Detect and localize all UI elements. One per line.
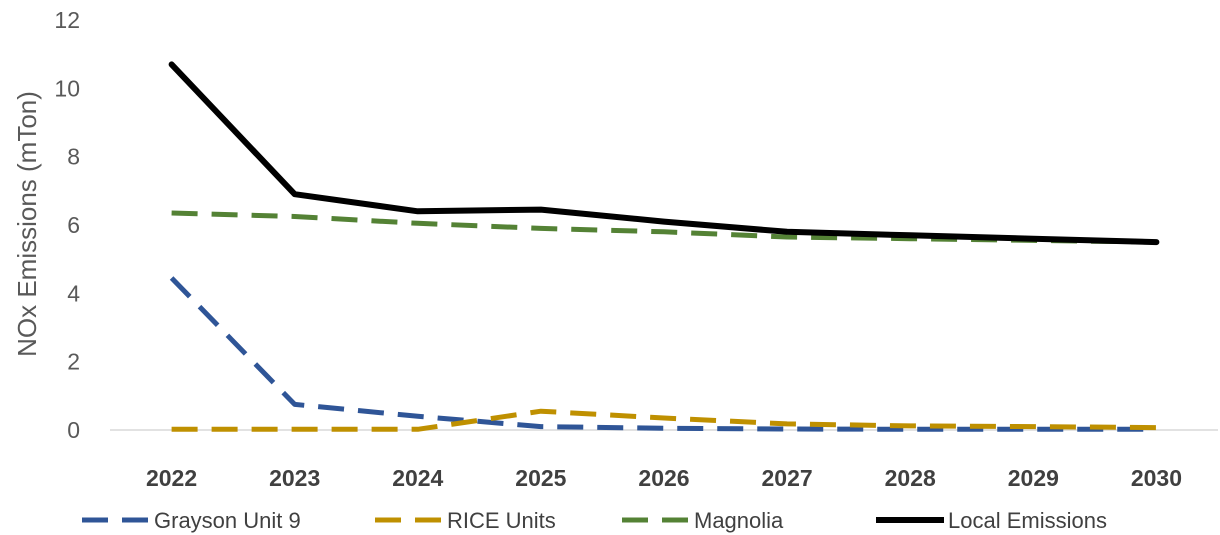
x-tick-label: 2030 <box>1131 465 1182 491</box>
y-tick-label: 0 <box>67 417 80 443</box>
series-line-grayson-unit-9 <box>169 276 1157 432</box>
x-tick-label: 2024 <box>392 465 443 491</box>
x-tick-label: 2028 <box>885 465 936 491</box>
y-tick-label: 12 <box>54 7 80 33</box>
legend-label: RICE Units <box>447 508 556 533</box>
x-tick-label: 2029 <box>1008 465 1059 491</box>
y-tick-label: 2 <box>67 349 80 375</box>
y-tick-label: 8 <box>67 144 80 170</box>
y-axis-ticks: 0 2 4 6 8 10 12 <box>54 7 80 443</box>
legend-label: Local Emissions <box>948 508 1107 533</box>
x-tick-label: 2025 <box>515 465 566 491</box>
x-tick-label: 2022 <box>146 465 197 491</box>
x-tick-label: 2023 <box>269 465 320 491</box>
y-tick-label: 10 <box>54 75 80 101</box>
y-tick-label: 6 <box>67 212 80 238</box>
legend-label: Magnolia <box>694 508 784 533</box>
y-axis-label: NOx Emissions (mTon) <box>12 91 42 357</box>
series-lines <box>168 61 1160 432</box>
series-line-rice-units <box>171 408 1157 432</box>
x-tick-label: 2027 <box>762 465 813 491</box>
y-tick-label: 4 <box>67 280 80 306</box>
legend: Grayson Unit 9 RICE Units Magnolia Local Em… <box>82 508 1107 533</box>
series-line-local-emissions <box>168 61 1160 246</box>
x-axis-ticks: 2022 2023 2024 2025 2026 2027 2028 2029 2030 <box>146 465 1182 491</box>
x-tick-label: 2026 <box>638 465 689 491</box>
legend-label: Grayson Unit 9 <box>154 508 301 533</box>
